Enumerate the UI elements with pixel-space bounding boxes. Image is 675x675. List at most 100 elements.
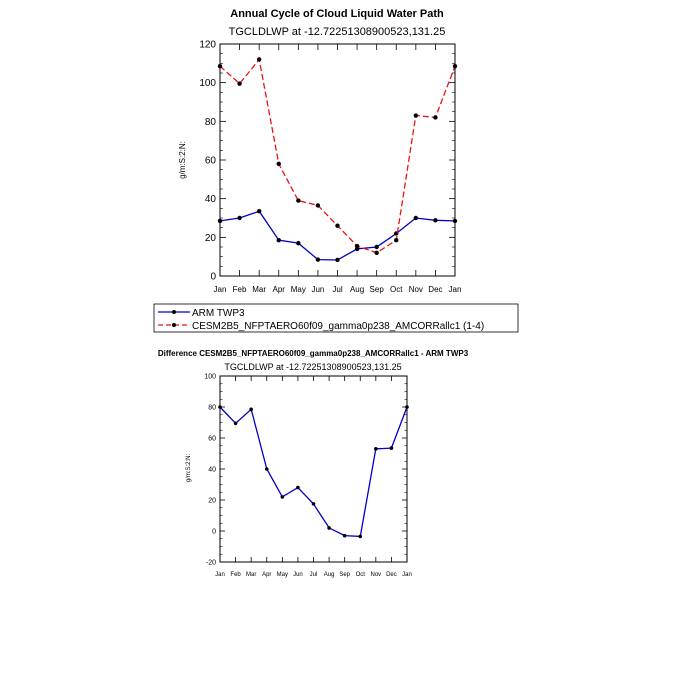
chart-subtitle: TGCLDLWP at -12.72251308900523,131.25 bbox=[229, 26, 446, 38]
data-point bbox=[311, 502, 316, 506]
data-point bbox=[354, 243, 360, 249]
y-tick-label: 80 bbox=[205, 117, 217, 128]
data-point bbox=[256, 57, 262, 62]
x-tick-label: Jun bbox=[311, 285, 324, 294]
x-tick-label: Jul bbox=[332, 285, 342, 294]
legend-box bbox=[153, 303, 519, 333]
x-tick-label: Mar bbox=[252, 285, 266, 294]
data-point bbox=[452, 218, 458, 224]
x-tick-label: Jan bbox=[215, 572, 225, 578]
y-tick-label: -20 bbox=[206, 559, 216, 566]
x-tick-label: Feb bbox=[230, 572, 241, 578]
legend-label-cesm: CESM2B5_NFPTAERO60f09_gamma0p238_AMCORRa… bbox=[192, 321, 484, 332]
data-point bbox=[389, 446, 394, 450]
data-point bbox=[249, 407, 253, 412]
data-point bbox=[315, 257, 321, 262]
x-tick-label: Sep bbox=[339, 572, 350, 578]
x-tick-label: May bbox=[291, 285, 306, 294]
data-point bbox=[433, 115, 438, 120]
data-point bbox=[374, 447, 378, 451]
plot-area: -20 0 20 40 60 80 100 Jan Feb Mar Apr May Jun Jul Aug S… bbox=[204, 373, 412, 578]
x-tick-label: Jan bbox=[449, 285, 462, 294]
y-axis-label: g/m:S:2:N: bbox=[186, 453, 192, 482]
x-tick-label: Feb bbox=[233, 285, 247, 294]
data-point bbox=[394, 238, 399, 243]
x-tick-label: Aug bbox=[350, 285, 364, 294]
y-tick-label: 60 bbox=[208, 435, 216, 442]
x-tick-label: Apr bbox=[273, 285, 286, 294]
data-point bbox=[296, 240, 301, 246]
y-tick-label: 40 bbox=[208, 466, 216, 473]
y-tick-label: 0 bbox=[212, 528, 216, 535]
data-point bbox=[315, 203, 321, 208]
data-point bbox=[237, 215, 242, 221]
data-point bbox=[217, 218, 223, 224]
data-point bbox=[405, 405, 409, 409]
y-tick-label: 0 bbox=[210, 272, 216, 283]
data-point bbox=[217, 64, 223, 69]
x-tick-label: Jan bbox=[214, 285, 227, 294]
x-tick-label: Jul bbox=[310, 572, 318, 578]
y-axis-label: g/m:S:2:N: bbox=[178, 141, 187, 179]
x-tick-label: Jan bbox=[402, 572, 412, 578]
y-tick-label: 20 bbox=[205, 233, 217, 244]
data-point bbox=[296, 485, 300, 490]
x-tick-label: Apr bbox=[262, 572, 271, 578]
x-tick-label: May bbox=[277, 572, 288, 578]
y-tick-label: 80 bbox=[208, 404, 216, 411]
series-marks bbox=[217, 57, 458, 263]
difference-chart: Difference CESM2B5_NFPTAERO60f09_gamma0p… bbox=[158, 349, 469, 578]
data-point bbox=[335, 223, 340, 228]
data-point bbox=[218, 405, 222, 409]
x-tick-label: Dec bbox=[428, 285, 442, 294]
data-point bbox=[342, 533, 347, 538]
data-point bbox=[335, 257, 340, 263]
data-point bbox=[276, 238, 281, 243]
plot-frame bbox=[219, 375, 408, 563]
series-line-0 bbox=[219, 210, 456, 261]
y-tick-label: 60 bbox=[205, 156, 217, 167]
y-tick-label: 100 bbox=[204, 373, 216, 380]
x-tick-label: Nov bbox=[370, 572, 381, 578]
x-tick-label: Sep bbox=[370, 285, 385, 294]
data-point bbox=[280, 495, 285, 499]
data-point bbox=[374, 250, 379, 255]
chart-subtitle: TGCLDLWP at -12.72251308900523,131.25 bbox=[224, 362, 401, 372]
x-tick-label: Oct bbox=[390, 285, 403, 294]
legend-label-arm: ARM TWP3 bbox=[192, 308, 245, 319]
data-point bbox=[256, 209, 262, 214]
x-tick-label: Mar bbox=[246, 572, 256, 578]
legend-marker-arm bbox=[172, 310, 176, 314]
series-marks bbox=[218, 405, 409, 539]
x-tick-label: Oct bbox=[356, 572, 366, 578]
y-tick-label: 20 bbox=[208, 497, 216, 504]
data-point bbox=[374, 244, 379, 250]
data-point bbox=[452, 64, 458, 69]
x-tick-label: Jun bbox=[293, 572, 303, 578]
data-point bbox=[433, 218, 438, 223]
data-point bbox=[233, 421, 238, 426]
y-tick-label: 40 bbox=[205, 194, 217, 205]
y-tick-label: 120 bbox=[199, 40, 216, 51]
legend-marker-cesm bbox=[172, 323, 176, 327]
data-point bbox=[296, 198, 301, 203]
legend: ARM TWP3 CESM2B5_NFPTAERO60f09_gamma0p23… bbox=[153, 303, 519, 333]
data-point bbox=[276, 161, 281, 167]
annual-cycle-chart: Annual Cycle of Cloud Liquid Water Path … bbox=[178, 8, 461, 294]
x-tick-label: Nov bbox=[409, 285, 423, 294]
data-point bbox=[237, 81, 242, 86]
x-tick-label: Dec bbox=[386, 572, 397, 578]
series-line-0 bbox=[219, 406, 408, 538]
data-point bbox=[264, 467, 269, 471]
chart-title: Difference CESM2B5_NFPTAERO60f09_gamma0p… bbox=[158, 349, 469, 358]
chart-title: Annual Cycle of Cloud Liquid Water Path bbox=[230, 8, 444, 20]
plot-area: 0 20 40 60 80 100 120 Jan Feb Mar Apr May Jun Jul Aug S… bbox=[199, 40, 461, 295]
data-point bbox=[358, 534, 363, 539]
data-point bbox=[413, 113, 419, 118]
data-point bbox=[413, 215, 419, 221]
x-tick-label: Aug bbox=[324, 572, 335, 578]
data-point bbox=[327, 526, 331, 530]
plot-frame bbox=[219, 43, 456, 277]
y-tick-label: 100 bbox=[199, 78, 216, 89]
